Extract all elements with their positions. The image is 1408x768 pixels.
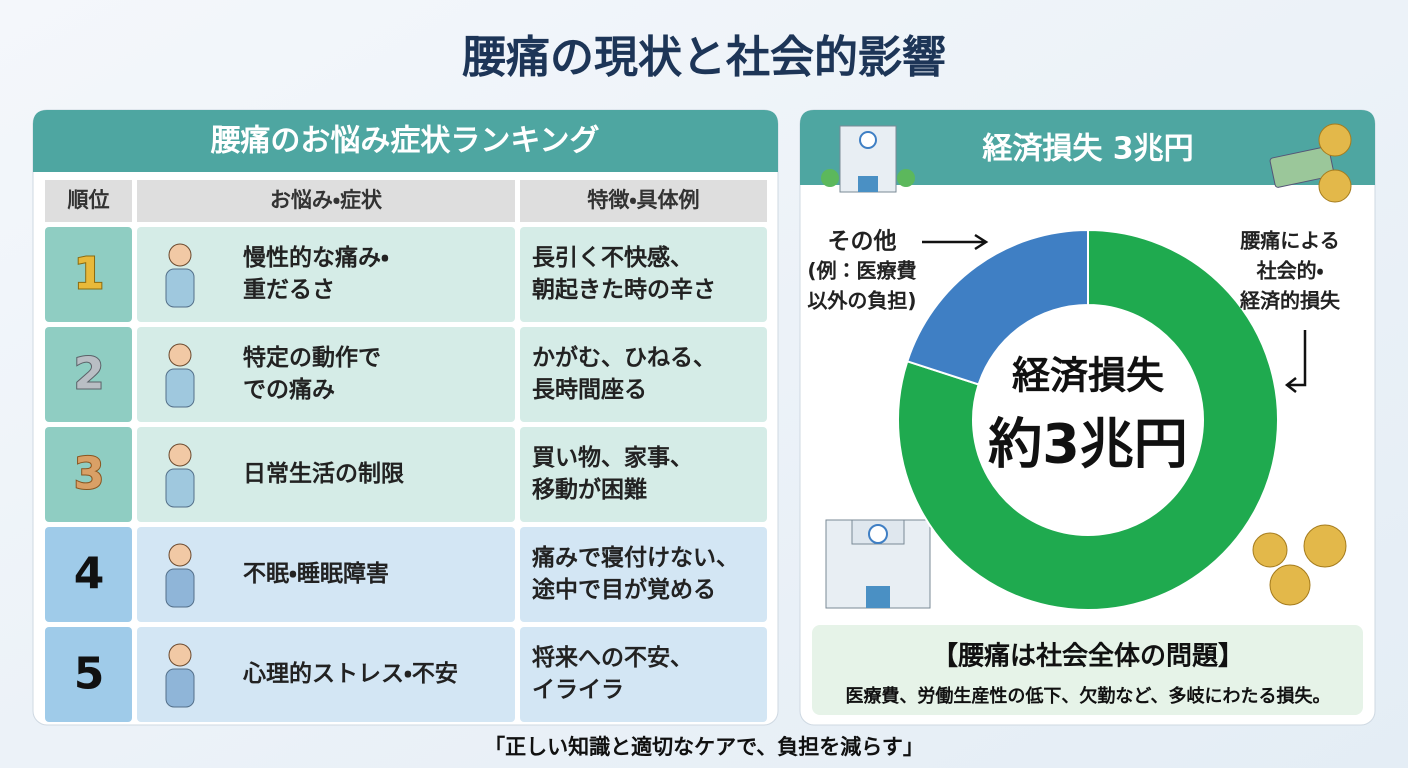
segment-label: 社会的・ [1256,259,1324,283]
person-icon-head [168,243,192,267]
person-icon-head [168,343,192,367]
donut-segment [897,228,1279,611]
rank-cell [45,427,132,522]
person-icon-body [165,368,195,408]
example: 移動が困難 [532,476,647,503]
example: イライラ [532,677,624,703]
symptom-cell [137,427,515,522]
segment-label: (例：医療費 [807,259,916,283]
money-icon [1269,123,1352,203]
example: 途中で目が覚める [532,576,716,603]
symptom: 日常生活の制限 [243,461,404,487]
symptom: 心理的ストレス・不安 [242,660,458,687]
center-label: 経済損失 [1012,354,1165,398]
rank: 2 [74,349,105,400]
footer: 「正しい知識と適切なケアで、負担を減らす」 [484,735,924,759]
person-icon-body [165,668,195,708]
example: 長引く不快感、 [532,244,693,271]
example-cell [520,627,767,722]
symptom: での痛み [243,377,335,403]
column-header: お悩み・症状 [270,188,383,212]
example-cell [520,527,767,622]
economy-title: 経済損失 3兆円 [982,132,1193,167]
example: 朝起きた時の辛さ [532,277,716,303]
rank: 3 [74,449,105,500]
rank-cell [45,227,132,322]
center-value: 約3兆円 [988,413,1188,476]
ranking-header [33,110,778,172]
person-icon-body [165,568,195,608]
person-icon-body [165,268,195,308]
example: かがむ、ひねる、 [532,344,716,371]
symptom-cell [137,327,515,422]
symptom-cell [137,627,515,722]
note-box [812,625,1363,715]
column-header-cell [45,180,132,222]
note-text: 医療費、労働生産性の低下、欠勤など、多岐にわたる損失。 [845,685,1330,707]
segment-label: 経済的損失 [1239,289,1341,313]
example-cell [520,427,767,522]
column-header-cell [137,180,515,222]
coins-icon [1252,524,1347,606]
rank: 1 [74,249,105,300]
rank-cell [45,627,132,722]
symptom-cell [137,527,515,622]
segment-label: その他 [828,229,897,255]
symptom: 重だるさ [243,277,335,303]
symptom: 慢性的な痛み・ [243,244,389,271]
hospital-icon [821,125,915,193]
column-header: 順位 [68,188,110,212]
column-header: 特徴・具体例 [587,188,699,212]
economy-header [800,110,1375,185]
person-icon-head [168,443,192,467]
donut-segment [906,228,1089,386]
page-title: 腰痛の現状と社会的影響 [462,32,946,83]
hospital-icon-large [825,519,931,609]
symptom: 特定の動作で [243,345,381,371]
symptom-cell [137,227,515,322]
rank-cell [45,327,132,422]
person-icon-body [165,468,195,508]
arrow [1284,330,1307,393]
person-icon-head [168,543,192,567]
segment-label: 以外の負担) [807,289,916,313]
arrow [922,233,989,251]
example: 痛みで寝付けない、 [531,544,739,571]
example: 長時間座る [532,377,647,403]
segment-label: 腰痛による [1239,229,1339,253]
ranking-title: 腰痛のお悩み症状ランキング [210,124,599,159]
note-title: 【腰痛は社会全体の問題】 [932,642,1244,672]
example: 将来への不安、 [532,644,693,671]
rank-cell [45,527,132,622]
column-header-cell [520,180,767,222]
example-cell [520,327,767,422]
example: 買い物、家事、 [532,444,693,471]
ranking-table: 順位 お悩み・症状 特徴・具体例 1 慢性的な痛み・重だるさ 長引く不快感、朝起きた時の辛… [45,180,767,722]
person-icon-head [168,643,192,667]
example-cell [520,227,767,322]
symptom: 不眠・睡眠障害 [243,560,389,587]
rank: 4 [74,549,105,600]
rank: 5 [74,649,105,700]
